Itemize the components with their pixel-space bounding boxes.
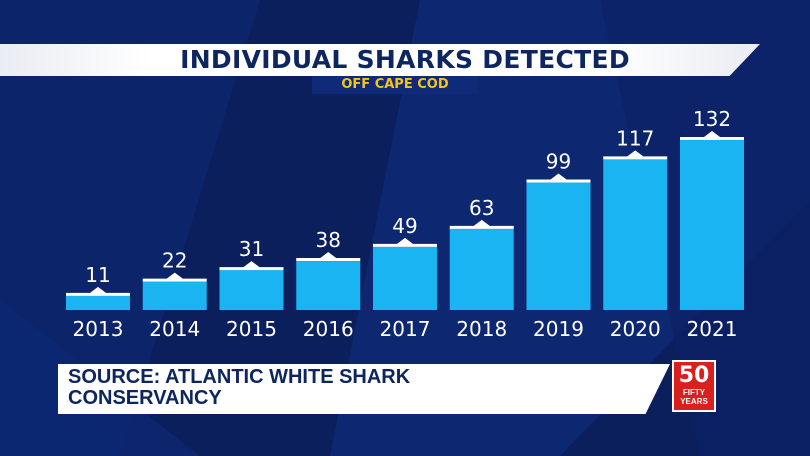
bar-2013 — [66, 295, 130, 310]
category-label-2018: 2018 — [456, 317, 507, 341]
logo-line-1: FIFTY — [682, 388, 706, 397]
chart-subtitle: OFF CAPE COD — [341, 77, 449, 92]
fifty-years-logo: 50 FIFTY YEARS — [672, 360, 716, 412]
value-label-2018: 63 — [469, 196, 494, 220]
bar-2018 — [449, 228, 514, 310]
bar-2016 — [296, 261, 361, 310]
bar-cap-2017 — [373, 237, 437, 247]
chart-title: INDIVIDUAL SHARKS DETECTED — [180, 45, 630, 74]
value-label-2020: 117 — [616, 126, 654, 150]
bar-2020 — [603, 159, 668, 310]
bar-2021 — [680, 140, 744, 310]
bar-cap-2018 — [449, 219, 514, 229]
category-label-2015: 2015 — [226, 317, 277, 341]
bar-cap-2013 — [66, 286, 130, 296]
source-line-2: CONSERVANCY — [68, 387, 222, 409]
value-label-2019: 99 — [546, 150, 571, 174]
bar-cap-2021 — [680, 131, 744, 140]
category-label-2020: 2020 — [610, 317, 661, 341]
bar-cap-2019 — [526, 173, 591, 183]
logo-line-2: YEARS — [680, 397, 708, 406]
category-label-2017: 2017 — [380, 317, 431, 341]
bar-2017 — [373, 246, 437, 310]
source-line-1: SOURCE: ATLANTIC WHITE SHARK — [68, 366, 411, 388]
bar-2014 — [142, 281, 207, 310]
logo-number: 50 — [678, 363, 710, 388]
subtitle-band — [312, 76, 478, 94]
value-label-2014: 22 — [162, 249, 187, 273]
bar-2019 — [526, 182, 591, 310]
source-caption: SOURCE: ATLANTIC WHITE SHARK CONSERVANCY — [68, 367, 658, 409]
title-band — [0, 44, 760, 76]
bar-2015 — [219, 270, 284, 310]
value-label-2016: 38 — [316, 228, 341, 252]
value-label-2017: 49 — [392, 214, 417, 238]
bar-cap-2016 — [296, 252, 361, 262]
category-label-2016: 2016 — [303, 317, 354, 341]
source-band — [58, 364, 670, 414]
bar-cap-2014 — [142, 272, 207, 282]
category-label-2014: 2014 — [149, 317, 200, 341]
category-label-2019: 2019 — [533, 317, 584, 341]
value-label-2015: 31 — [239, 237, 264, 261]
value-label-2021: 132 — [693, 107, 731, 131]
category-label-2013: 2013 — [73, 317, 124, 341]
bar-cap-2020 — [603, 150, 668, 160]
value-label-2013: 11 — [85, 263, 110, 287]
bar-cap-2015 — [219, 261, 284, 271]
category-label-2021: 2021 — [687, 317, 738, 341]
